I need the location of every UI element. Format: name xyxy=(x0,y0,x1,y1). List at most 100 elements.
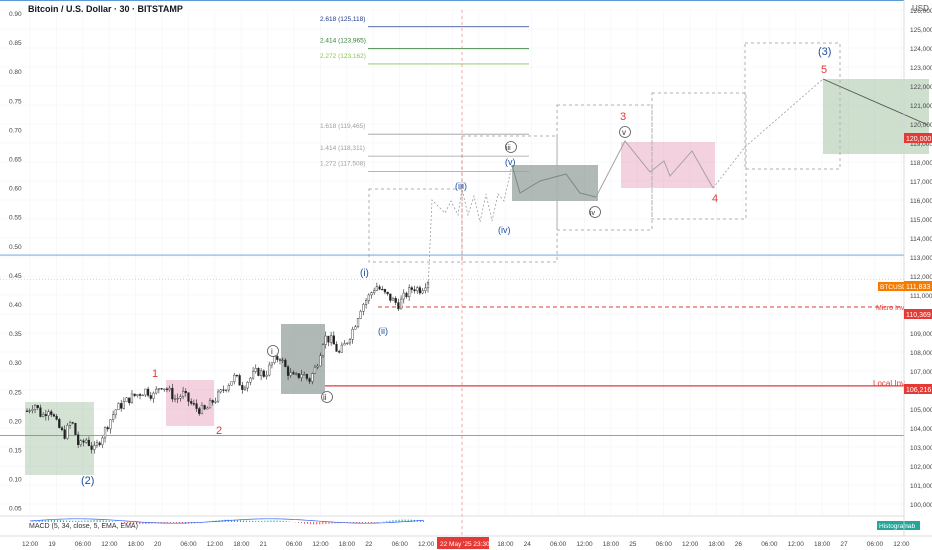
candle-body xyxy=(327,335,330,343)
candle-body xyxy=(260,370,263,376)
time-tick-label: 12:00 xyxy=(576,541,593,548)
wave-label-3: 3 xyxy=(620,111,626,123)
price-tick-label: 122,000 xyxy=(910,84,932,91)
candle-body xyxy=(268,364,271,376)
wave-labels: (2) 1 2 i ii (i) (ii) (iii) iii (v) (iv)… xyxy=(81,46,831,487)
crosshair-time-bg xyxy=(437,537,489,549)
time-tick-label: 19 xyxy=(48,541,56,548)
fib-label: 1.272 (117,508) xyxy=(320,160,365,167)
price-tags: 120,000 BTCUSD 111,833 110,369 106,216 xyxy=(878,133,932,394)
fib-levels: 2.618 (125,118) 2.414 (123,965) 2.272 (123… xyxy=(320,16,529,172)
osc-tick-label: 0.90 xyxy=(9,11,22,18)
candle-body xyxy=(416,287,419,292)
zones xyxy=(25,42,929,475)
time-tick-label: 06:00 xyxy=(656,541,673,548)
candle-body xyxy=(254,368,257,372)
candle-body xyxy=(365,300,368,305)
price-axis[interactable]: 126,000 125,000 124,000 123,000 122,000 121,0… xyxy=(910,8,932,509)
time-tick-label: 06:00 xyxy=(286,541,303,548)
wave-label-2-major: (2) xyxy=(81,475,94,487)
current-tag: 111,833 xyxy=(906,284,930,291)
candle-body xyxy=(276,356,279,360)
candle-body xyxy=(160,388,163,390)
candle-body xyxy=(397,302,400,310)
candle-body xyxy=(286,366,290,376)
wave-label-v-paren: (v) xyxy=(505,157,516,167)
osc-tick-label: 0.80 xyxy=(9,69,22,76)
candle-body xyxy=(192,403,195,405)
candle-body xyxy=(338,351,341,353)
time-axis[interactable]: 12:00 19 06:00 12:00 18:00 20 06:00 12:00 18:00 2… xyxy=(22,541,910,548)
time-tick-label: 12:00 xyxy=(893,541,910,548)
candle-body xyxy=(149,395,152,399)
candle-body xyxy=(206,407,209,410)
candle-body xyxy=(168,387,171,390)
candle-body xyxy=(346,342,349,344)
candle-body xyxy=(251,371,255,379)
wave-label-iv-paren: (iv) xyxy=(498,225,511,235)
candle-body xyxy=(262,370,265,377)
candle-body xyxy=(219,389,222,393)
fib-label: 2.272 (123,162) xyxy=(320,53,366,60)
candle-body xyxy=(155,388,158,394)
candle-body xyxy=(343,343,346,346)
candle-body xyxy=(362,304,365,312)
time-tick-label: 18:00 xyxy=(233,541,250,548)
projection-box-1 xyxy=(368,188,463,263)
candle-body xyxy=(47,411,50,416)
osc-tick-label: 0.60 xyxy=(9,186,22,193)
candle-body xyxy=(249,377,252,383)
candle-body xyxy=(138,394,142,396)
candle-body xyxy=(63,429,66,439)
projection-path-2 xyxy=(511,164,597,198)
candle-body xyxy=(378,286,381,290)
candle-body xyxy=(87,439,90,446)
candle-body xyxy=(106,427,109,430)
wave-label-ii-paren: (ii) xyxy=(378,326,388,336)
candle-body xyxy=(95,442,99,446)
candle-body xyxy=(173,398,177,400)
osc-tick-label: 0.50 xyxy=(9,244,22,251)
price-tick-label: 104,000 xyxy=(910,426,932,433)
wave-2-support-zone xyxy=(25,402,94,475)
candle-body xyxy=(311,373,314,382)
osc-tick-label: 0.20 xyxy=(9,418,22,425)
wave-label-3-major: (3) xyxy=(818,46,831,58)
candle-body xyxy=(273,356,276,364)
oscillator-axis: 0.90 0.85 0.80 0.75 0.70 0.65 0.60 0.55 0.50 0.45… xyxy=(9,11,22,513)
time-tick-label: 18:00 xyxy=(497,541,514,548)
candle-body xyxy=(308,378,311,382)
candle-body xyxy=(389,293,392,301)
wave-label-5: 5 xyxy=(821,64,827,76)
candle-body xyxy=(418,287,422,294)
candle-body xyxy=(316,365,319,368)
price-tick-label: 123,000 xyxy=(910,65,932,72)
candle-body xyxy=(101,437,104,446)
candle-body xyxy=(321,344,325,356)
price-tick-label: 113,000 xyxy=(910,255,932,262)
price-tick-label: 103,000 xyxy=(910,445,932,452)
candle-body xyxy=(157,388,160,390)
price-tick-label: 121,000 xyxy=(910,103,932,110)
crosshair-time: 22 May '25 23:30 xyxy=(440,541,490,548)
price-tick-label: 120,000 xyxy=(910,122,932,129)
candle-body xyxy=(370,292,373,296)
price-tick-label: 124,000 xyxy=(910,46,932,53)
candle-body xyxy=(402,292,405,300)
osc-tick-label: 0.70 xyxy=(9,127,22,134)
candle-body xyxy=(292,372,295,375)
osc-tick-label: 0.55 xyxy=(9,215,22,222)
osc-tick-label: 0.05 xyxy=(9,506,22,513)
candle-body xyxy=(60,427,64,430)
candle-body xyxy=(208,400,212,409)
candle-body xyxy=(109,419,112,430)
time-tick-label: 12:00 xyxy=(682,541,699,548)
wave-circle-ii xyxy=(321,391,333,403)
price-tick-label: 116,000 xyxy=(910,198,932,205)
wave-4-zone xyxy=(621,142,715,188)
candle-body xyxy=(421,290,424,294)
wave-ii-zone xyxy=(281,324,325,394)
candle-body xyxy=(128,397,131,404)
osc-tick-label: 0.45 xyxy=(9,273,22,280)
